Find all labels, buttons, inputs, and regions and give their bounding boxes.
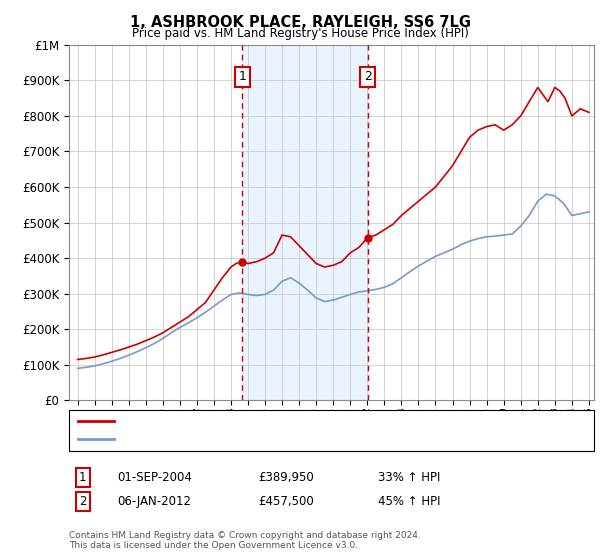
Text: 1: 1 — [238, 71, 246, 83]
Text: 45% ↑ HPI: 45% ↑ HPI — [378, 494, 440, 508]
Text: Price paid vs. HM Land Registry's House Price Index (HPI): Price paid vs. HM Land Registry's House … — [131, 27, 469, 40]
Text: 01-SEP-2004: 01-SEP-2004 — [117, 470, 192, 484]
Text: 1, ASHBROOK PLACE, RAYLEIGH, SS6 7LG: 1, ASHBROOK PLACE, RAYLEIGH, SS6 7LG — [130, 15, 470, 30]
Text: 06-JAN-2012: 06-JAN-2012 — [117, 494, 191, 508]
Text: HPI: Average price, detached house, Rochford: HPI: Average price, detached house, Roch… — [118, 435, 374, 444]
Bar — [242, 45, 368, 400]
Text: 1: 1 — [79, 470, 86, 484]
Text: £457,500: £457,500 — [258, 494, 314, 508]
Text: Contains HM Land Registry data © Crown copyright and database right 2024.
This d: Contains HM Land Registry data © Crown c… — [69, 530, 421, 550]
Text: £389,950: £389,950 — [258, 470, 314, 484]
Text: 2: 2 — [79, 494, 86, 508]
Text: 1, ASHBROOK PLACE, RAYLEIGH, SS6 7LG (detached house): 1, ASHBROOK PLACE, RAYLEIGH, SS6 7LG (de… — [118, 417, 451, 426]
Text: 33% ↑ HPI: 33% ↑ HPI — [378, 470, 440, 484]
Text: 2: 2 — [364, 71, 371, 83]
